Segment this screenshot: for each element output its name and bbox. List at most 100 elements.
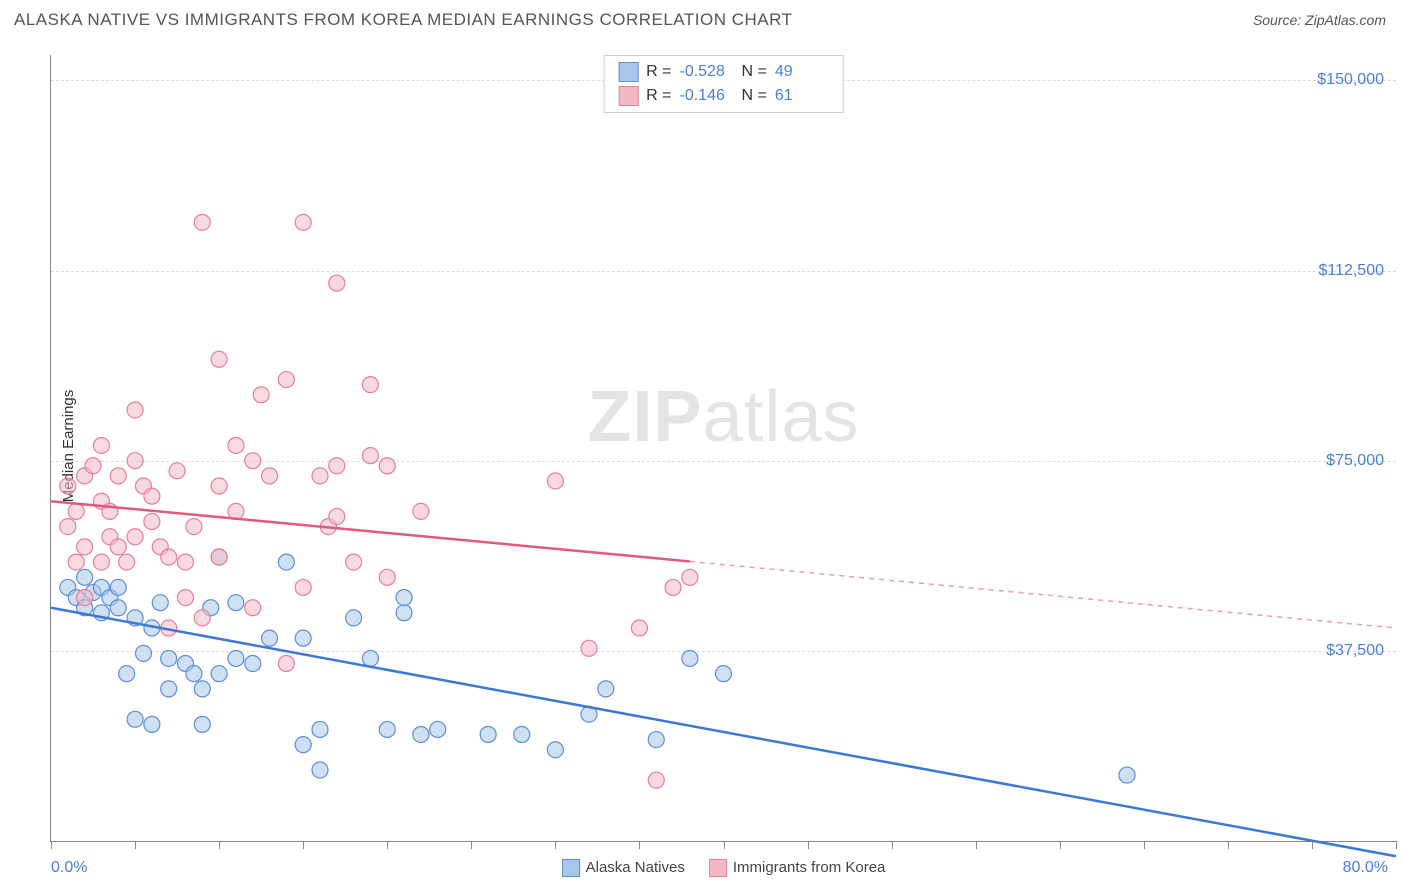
data-point — [144, 514, 160, 530]
x-tick — [471, 841, 472, 849]
x-tick — [976, 841, 977, 849]
data-point — [312, 762, 328, 778]
stats-n-val-1: 49 — [775, 60, 829, 84]
data-point — [144, 716, 160, 732]
legend-swatch-2 — [709, 859, 727, 877]
data-point — [110, 600, 126, 616]
data-point — [413, 503, 429, 519]
data-point — [152, 595, 168, 611]
data-point — [295, 630, 311, 646]
data-point — [127, 453, 143, 469]
data-point — [253, 387, 269, 403]
x-tick — [639, 841, 640, 849]
chart-plot-area: ZIPatlas $37,500$75,000$112,500$150,000 … — [50, 55, 1396, 842]
data-point — [110, 539, 126, 555]
data-point — [278, 554, 294, 570]
stats-r-val-2: -0.146 — [680, 84, 734, 108]
data-point — [648, 732, 664, 748]
x-tick — [1144, 841, 1145, 849]
data-point — [194, 681, 210, 697]
source-prefix: Source: — [1253, 12, 1305, 28]
data-point — [547, 473, 563, 489]
data-point — [194, 716, 210, 732]
x-tick — [1396, 841, 1397, 849]
data-point — [211, 351, 227, 367]
data-point — [93, 554, 109, 570]
x-tick — [135, 841, 136, 849]
data-point — [362, 650, 378, 666]
data-point — [77, 569, 93, 585]
data-point — [665, 579, 681, 595]
x-tick — [555, 841, 556, 849]
data-point — [312, 468, 328, 484]
data-point — [110, 468, 126, 484]
data-point — [514, 727, 530, 743]
legend-swatch-1 — [562, 859, 580, 877]
data-point — [413, 727, 429, 743]
x-tick — [51, 841, 52, 849]
data-point — [194, 214, 210, 230]
data-point — [68, 503, 84, 519]
data-point — [77, 539, 93, 555]
legend-item-2: Immigrants from Korea — [709, 859, 886, 877]
data-point — [648, 772, 664, 788]
data-point — [396, 590, 412, 606]
data-point — [228, 437, 244, 453]
data-point — [161, 549, 177, 565]
stats-r-val-1: -0.528 — [680, 60, 734, 84]
x-axis-start-label: 0.0% — [51, 859, 87, 877]
data-point — [329, 508, 345, 524]
data-point — [312, 721, 328, 737]
data-point — [119, 554, 135, 570]
data-point — [135, 645, 151, 661]
stats-n-label-2: N = — [742, 84, 767, 108]
legend-item-1: Alaska Natives — [562, 859, 685, 877]
data-point — [110, 579, 126, 595]
data-point — [211, 549, 227, 565]
stats-row-2: R = -0.146 N = 61 — [618, 84, 829, 108]
data-point — [329, 458, 345, 474]
legend-label-2: Immigrants from Korea — [733, 859, 886, 876]
data-point — [169, 463, 185, 479]
data-point — [127, 402, 143, 418]
trend-line-dashed — [690, 561, 1396, 628]
data-point — [581, 640, 597, 656]
data-point — [211, 478, 227, 494]
data-point — [68, 554, 84, 570]
data-point — [295, 737, 311, 753]
data-point — [186, 666, 202, 682]
data-point — [127, 711, 143, 727]
chart-header: ALASKA NATIVE VS IMMIGRANTS FROM KOREA M… — [0, 0, 1406, 36]
data-point — [245, 656, 261, 672]
data-point — [262, 468, 278, 484]
x-tick — [892, 841, 893, 849]
data-point — [682, 569, 698, 585]
data-point — [278, 656, 294, 672]
stats-row-1: R = -0.528 N = 49 — [618, 60, 829, 84]
data-point — [85, 458, 101, 474]
stats-swatch-2 — [618, 86, 638, 106]
data-point — [178, 554, 194, 570]
stats-swatch-1 — [618, 62, 638, 82]
chart-source: Source: ZipAtlas.com — [1253, 12, 1386, 28]
data-point — [186, 519, 202, 535]
source-name: ZipAtlas.com — [1305, 12, 1386, 28]
data-point — [716, 666, 732, 682]
x-tick — [219, 841, 220, 849]
data-point — [362, 448, 378, 464]
x-tick — [1228, 841, 1229, 849]
data-point — [119, 666, 135, 682]
data-point — [144, 488, 160, 504]
data-point — [682, 650, 698, 666]
stats-n-val-2: 61 — [775, 84, 829, 108]
data-point — [379, 569, 395, 585]
data-point — [194, 610, 210, 626]
data-point — [161, 650, 177, 666]
data-point — [77, 590, 93, 606]
x-tick — [387, 841, 388, 849]
data-point — [598, 681, 614, 697]
legend-label-1: Alaska Natives — [586, 859, 685, 876]
data-point — [379, 721, 395, 737]
data-point — [362, 377, 378, 393]
data-point — [295, 579, 311, 595]
